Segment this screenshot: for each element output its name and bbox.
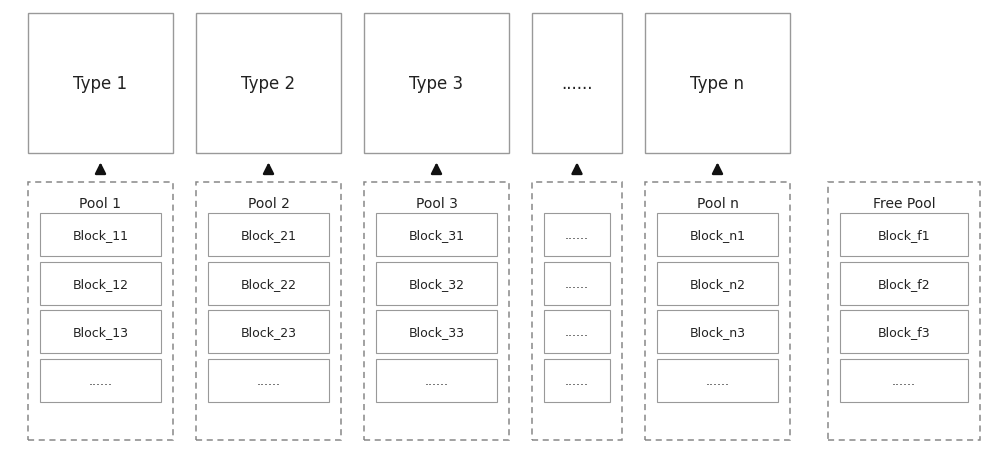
Bar	[532, 14, 622, 153]
Text: Block_f3: Block_f3	[878, 326, 930, 339]
Bar	[364, 183, 509, 440]
Bar	[208, 359, 329, 402]
Bar	[544, 262, 610, 305]
Text: ......: ......	[561, 74, 593, 92]
Text: Pool 1: Pool 1	[79, 196, 121, 210]
Text: Block_31: Block_31	[409, 228, 464, 241]
Bar	[840, 311, 968, 354]
Bar	[208, 213, 329, 256]
Text: ......: ......	[424, 374, 448, 387]
Bar	[40, 311, 161, 354]
Bar	[645, 14, 790, 153]
Bar	[376, 311, 497, 354]
Text: Pool n: Pool n	[697, 196, 738, 210]
Text: Free Pool: Free Pool	[873, 196, 935, 210]
Bar	[40, 359, 161, 402]
Text: Type n: Type n	[690, 74, 744, 92]
Text: Block_n3: Block_n3	[690, 326, 746, 339]
Text: Block_f1: Block_f1	[878, 228, 930, 241]
Text: Block_n2: Block_n2	[690, 277, 746, 290]
Text: Block_33: Block_33	[409, 326, 464, 339]
Text: Block_11: Block_11	[72, 228, 128, 241]
Text: ......: ......	[565, 326, 589, 339]
Bar	[40, 262, 161, 305]
Text: Pool 3: Pool 3	[416, 196, 457, 210]
Bar	[196, 183, 341, 440]
Bar	[40, 213, 161, 256]
Text: ......: ......	[892, 374, 916, 387]
Bar	[645, 183, 790, 440]
Bar	[544, 213, 610, 256]
Text: ......: ......	[706, 374, 730, 387]
Text: Block_12: Block_12	[72, 277, 128, 290]
Text: Pool 2: Pool 2	[248, 196, 289, 210]
Text: Block_22: Block_22	[240, 277, 296, 290]
Text: ......: ......	[565, 374, 589, 387]
Bar	[28, 183, 173, 440]
Text: ......: ......	[565, 228, 589, 241]
Bar	[840, 262, 968, 305]
Bar	[657, 311, 778, 354]
Text: Block_32: Block_32	[409, 277, 464, 290]
Text: Block_f2: Block_f2	[878, 277, 930, 290]
Bar	[376, 213, 497, 256]
Bar	[376, 262, 497, 305]
Bar	[828, 183, 980, 440]
Text: Type 1: Type 1	[73, 74, 128, 92]
Text: Block_21: Block_21	[240, 228, 296, 241]
Bar	[28, 14, 173, 153]
Bar	[544, 311, 610, 354]
Bar	[657, 213, 778, 256]
Bar	[364, 14, 509, 153]
Bar	[840, 359, 968, 402]
Bar	[657, 262, 778, 305]
Text: Block_23: Block_23	[240, 326, 296, 339]
Text: ......: ......	[88, 374, 112, 387]
Text: ......: ......	[565, 277, 589, 290]
Text: ......: ......	[256, 374, 280, 387]
Bar	[544, 359, 610, 402]
Bar	[208, 311, 329, 354]
Bar	[532, 183, 622, 440]
Bar	[840, 213, 968, 256]
Text: Type 2: Type 2	[241, 74, 296, 92]
Bar	[208, 262, 329, 305]
Bar	[196, 14, 341, 153]
Text: Block_n1: Block_n1	[690, 228, 746, 241]
Text: Type 3: Type 3	[409, 74, 464, 92]
Text: Block_13: Block_13	[72, 326, 128, 339]
Bar	[376, 359, 497, 402]
Bar	[657, 359, 778, 402]
